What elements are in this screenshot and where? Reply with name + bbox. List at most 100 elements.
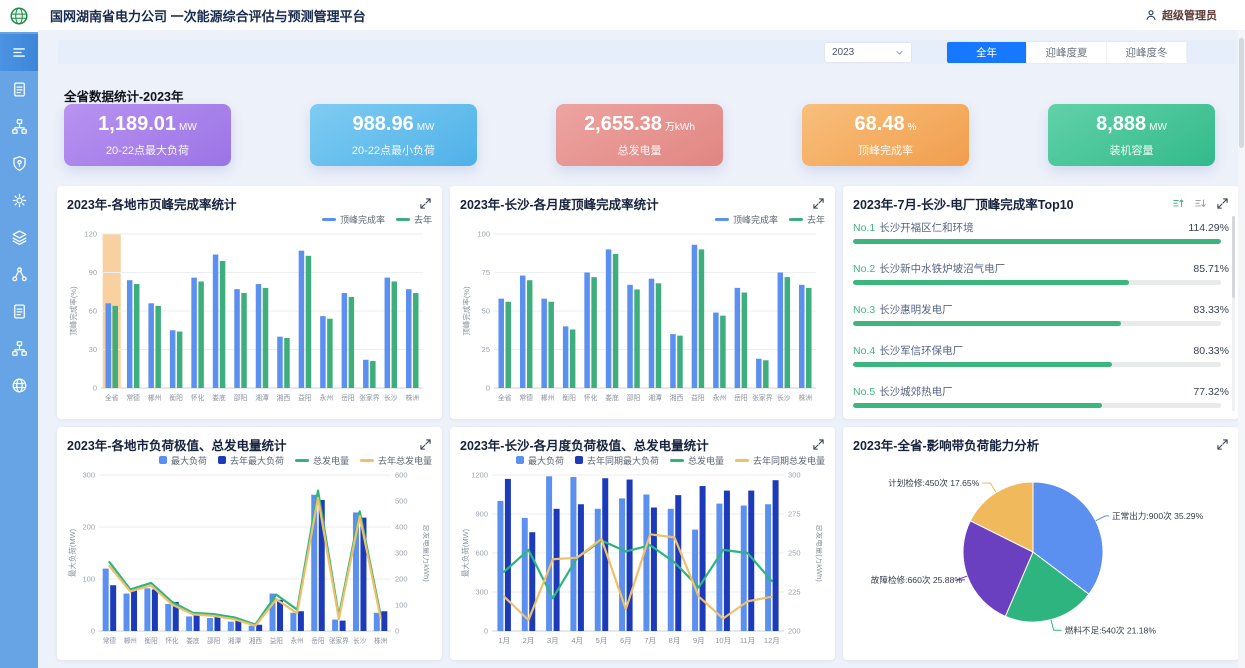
bar-chart-city-peak[interactable]: 0 30 60 90 120 全省 常德 郴州 衡阳 怀化 娄底 邵阳 湘潭 湘西 益阳 永州 岳阳 张家界 长沙株… (67, 226, 429, 406)
year-select[interactable]: 2023 (824, 41, 912, 63)
pie-slice-正常出力[interactable] (1032, 481, 1104, 595)
period-tab-2[interactable]: 迎峰度冬 (1107, 41, 1187, 63)
panel-city-peak: 2023年-各地市页峰完成率统计 顶峰完成率 去年 0 30 60 90 120 全省 常德郴… (57, 186, 442, 419)
period-tab-0[interactable]: 全年 (947, 41, 1027, 63)
svg-text:计划检修:450次 17.65%: 计划检修:450次 17.65% (888, 477, 980, 488)
svg-text:最大负荷(MW): 最大负荷(MW) (67, 528, 77, 577)
user-icon (1146, 10, 1156, 20)
top10-item[interactable]: No.1 长沙开福区仁和环境 114.29% (853, 220, 1229, 261)
sort-ascending-icon[interactable] (1172, 197, 1185, 210)
page-scroll-thumb[interactable] (1239, 38, 1244, 148)
svg-text:怀化: 怀化 (191, 393, 205, 402)
sidebar-item-report[interactable] (0, 71, 38, 108)
panel-title: 2023年-各地市负荷极值、总发电量统计 (67, 438, 287, 453)
expand-icon[interactable] (812, 197, 825, 210)
svg-text:娄底: 娄底 (212, 393, 226, 402)
legend-item[interactable]: 顶峰完成率 (321, 213, 385, 226)
svg-text:株洲: 株洲 (405, 393, 419, 402)
legend-item[interactable]: 去年同期最大负荷 (574, 454, 659, 467)
stat-unit: MW (1149, 121, 1167, 133)
share-nodes-icon (11, 267, 27, 282)
combo-chart-city-load[interactable]: 0 100 200 300 0 100 200 300 400 500 600 常德 郴州 衡阳 怀化 娄底邵… (67, 467, 432, 649)
pie-slice-故障检修[interactable] (962, 520, 1034, 617)
svg-text:永州: 永州 (291, 636, 304, 645)
svg-text:岳阳: 岳阳 (311, 636, 324, 645)
expand-icon[interactable] (1216, 438, 1229, 451)
sort-descending-icon[interactable] (1194, 197, 1207, 210)
legend-label: 顶峰完成率 (339, 214, 385, 225)
top10-plant-name: 长沙城郊热电厂 (879, 386, 953, 398)
svg-text:娄底: 娄底 (605, 393, 619, 402)
top10-item[interactable]: No.4 长沙军信环保电厂 80.33% (853, 343, 1229, 384)
panel-title: 2023年-7月-长沙-电厂顶峰完成率Top10 (853, 197, 1074, 212)
legend-item[interactable]: 最大负荷 (515, 454, 564, 467)
top10-percent: 85.71% (1193, 263, 1229, 275)
svg-text:120: 120 (84, 230, 97, 239)
legend-marker (669, 458, 684, 462)
svg-text:400: 400 (395, 523, 408, 532)
legend-item[interactable]: 最大负荷 (158, 454, 207, 467)
expand-icon[interactable] (812, 438, 825, 451)
svg-text:7月: 7月 (644, 636, 656, 645)
svg-text:长沙: 长沙 (384, 393, 398, 402)
top10-plant-name: 长沙新中水铁炉坡沼气电厂 (879, 263, 1006, 275)
top10-item[interactable]: No.2 长沙新中水铁炉坡沼气电厂 85.71% (853, 261, 1229, 302)
bar-chart-month-peak[interactable]: 0 25 50 75 100 全省 常德 郴州 衡阳 怀化 娄底 邵阳 湘潭 湘西 益阳 永州 岳阳 张家界 长沙株… (460, 226, 822, 406)
legend-item[interactable]: 去年同期总发电量 (734, 454, 825, 467)
period-tabs: 全年 迎峰度夏 迎峰度冬 (946, 40, 1188, 64)
legend-label: 顶峰完成率 (732, 214, 778, 225)
top10-progress-track (853, 239, 1221, 244)
svg-text:500: 500 (395, 497, 408, 506)
svg-text:60: 60 (89, 307, 97, 316)
sidebar-item-globe[interactable] (0, 367, 38, 404)
sidebar-item-topology[interactable] (0, 108, 38, 145)
period-tab-1[interactable]: 迎峰度夏 (1027, 41, 1107, 63)
svg-text:100: 100 (477, 230, 490, 239)
pie-slice-计划检修[interactable] (969, 481, 1034, 553)
top10-item[interactable]: No.3 长沙惠明发电厂 83.33% (853, 302, 1229, 343)
legend-item[interactable]: 顶峰完成率 (714, 213, 778, 226)
legend-item[interactable]: 总发电量 (294, 454, 349, 467)
combo-chart-month-load[interactable]: 0 300 600 900 1200 200 225 250 275 300 1月 2月 3月 4月 5月 6… (460, 467, 825, 649)
expand-icon[interactable] (1216, 197, 1229, 210)
sidebar-item-settings[interactable] (0, 182, 38, 219)
legend-item[interactable]: 去年最大负荷 (217, 454, 284, 467)
svg-text:0: 0 (484, 627, 488, 636)
top10-rank: No.5 (853, 386, 876, 398)
svg-text:邵阳: 邵阳 (207, 636, 220, 645)
top10-scroll-thumb[interactable] (1232, 216, 1235, 298)
top10-item[interactable]: No.5 长沙城郊热电厂 77.32% (853, 384, 1229, 425)
user-badge[interactable]: 超级管理员 (1144, 7, 1245, 23)
sidebar-item-layers[interactable] (0, 219, 38, 256)
sidebar-item-security[interactable] (0, 145, 38, 182)
user-name: 超级管理员 (1162, 10, 1217, 22)
legend-item[interactable]: 去年 (395, 213, 432, 226)
expand-icon[interactable] (419, 197, 432, 210)
top10-scrollbar[interactable] (1232, 216, 1235, 411)
legend-marker (734, 458, 749, 462)
stat-card-1: 988.96 MW 20-22点最小负荷 (310, 104, 477, 166)
pie-slice-燃料不足[interactable] (1004, 551, 1090, 623)
svg-text:郴州: 郴州 (124, 636, 137, 645)
svg-text:燃料不足:540次 21.18%: 燃料不足:540次 21.18% (1065, 624, 1157, 635)
legend-item[interactable]: 去年 (788, 213, 825, 226)
sidebar-item-documents[interactable] (0, 293, 38, 330)
stat-label: 20-22点最大负荷 (105, 144, 190, 157)
sidebar-item-menu[interactable] (0, 34, 38, 71)
legend-item[interactable]: 去年总发电量 (359, 454, 432, 467)
svg-text:张家界: 张家界 (752, 393, 773, 402)
svg-text:200: 200 (82, 523, 95, 532)
page-scrollbar[interactable] (1238, 30, 1245, 668)
expand-icon[interactable] (419, 438, 432, 451)
sidebar-item-share[interactable] (0, 256, 38, 293)
legend-item[interactable]: 总发电量 (669, 454, 724, 467)
svg-text:总发电量(万kWh): 总发电量(万kWh) (815, 524, 822, 582)
svg-text:900: 900 (475, 510, 488, 519)
sidebar-item-structure[interactable] (0, 330, 38, 367)
svg-text:衡阳: 衡阳 (562, 393, 576, 402)
svg-text:顶峰完成率(%): 顶峰完成率(%) (461, 286, 471, 336)
legend-marker (294, 458, 309, 462)
stat-card-0: 1,189.01 MW 20-22点最大负荷 (64, 104, 231, 166)
pie-chart-capacity[interactable]: 正常出力:900次 35.29% 燃料不足:540次 21.18% 故障检修:660… (853, 453, 1229, 647)
svg-text:全省: 全省 (105, 393, 119, 402)
